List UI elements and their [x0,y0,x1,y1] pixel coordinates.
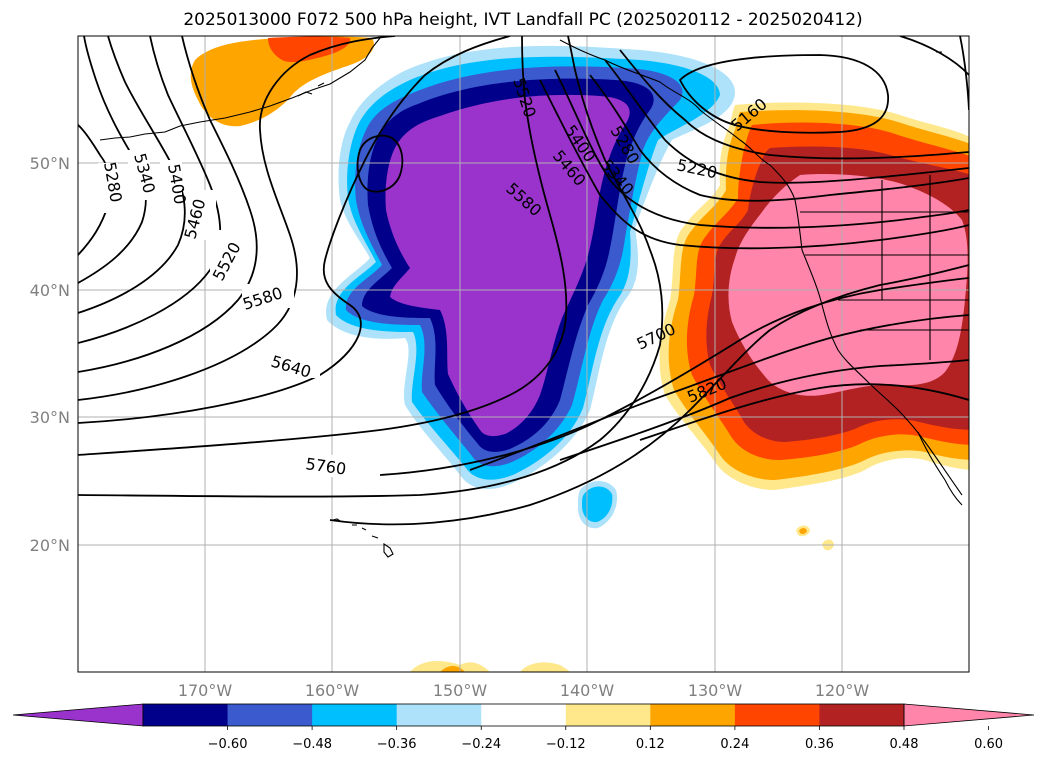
chart-title: 2025013000 F072 500 hPa height, IVT Land… [183,10,862,30]
colorbar-bin [396,704,482,726]
height-contours [78,36,969,526]
colorbar-tick-label: 0.12 [636,737,665,752]
lon-label-170w: 170°W [178,681,233,700]
colorbar-bin [227,704,313,726]
lat-label-30n: 30°N [30,408,70,427]
colorbar-tick-label: −0.48 [292,737,332,752]
colorbar-bin [565,704,651,726]
lon-label-140w: 140°W [560,681,615,700]
lat-label-50n: 50°N [30,154,70,173]
colorbar-tick-label: −0.24 [461,737,501,752]
latitude-labels: 50°N 40°N 30°N 20°N [30,154,70,555]
longitude-labels: 170°W 160°W 150°W 140°W 130°W 120°W [178,681,870,700]
lon-label-120w: 120°W [815,681,870,700]
colorbar-tick-label: −0.36 [377,737,417,752]
negative-ivt-region [326,45,735,529]
colorbar-bin [312,704,398,726]
colorbar-bin [650,704,736,726]
colorbar-extend-low [12,703,144,727]
map-area: 5280 5340 5400 5460 5520 5580 5640 5760 … [78,36,969,672]
colorbar-bin [734,704,820,726]
colorbar-tick-label: 0.36 [805,737,834,752]
colorbar-tick-label: 0.24 [720,737,749,752]
colorbar-tick-label: 0.48 [890,737,919,752]
lon-label-150w: 150°W [433,681,488,700]
colorbar-tick-label: −0.60 [208,737,248,752]
colorbar-tick-label: −0.12 [546,737,586,752]
lat-label-20n: 20°N [30,536,70,555]
colorbar-tick-label: 0.60 [974,737,1003,752]
lon-label-160w: 160°W [305,681,360,700]
colorbar-extend-high [903,703,1035,727]
colorbar-bin [481,704,567,726]
colorbar-frame [142,703,905,727]
colorbar: −0.60 −0.48 −0.36 −0.24 −0.12 0.12 0.24 0.36 0.4… [12,703,1035,752]
graticule [78,36,969,672]
colorbar-bin [143,704,229,726]
lon-label-130w: 130°W [688,681,743,700]
lat-label-40n: 40°N [30,281,70,300]
map-border [77,35,970,673]
colorbar-bin [819,704,905,726]
